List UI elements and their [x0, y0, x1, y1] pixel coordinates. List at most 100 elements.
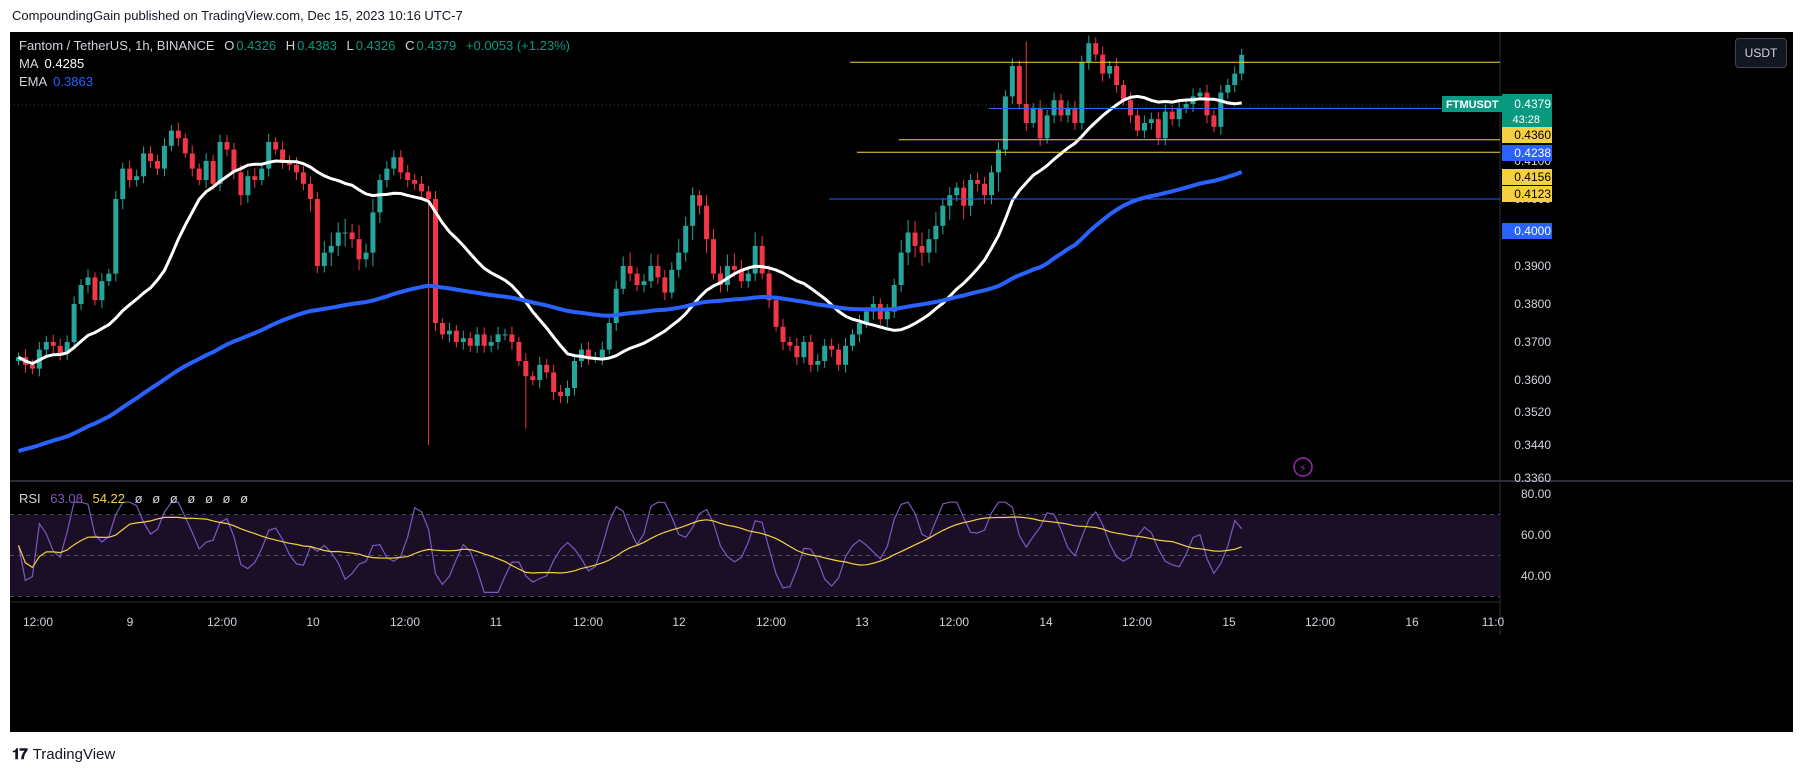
- countdown-label: 43:28: [1512, 114, 1540, 126]
- time-tick-label: 11:0: [1482, 615, 1505, 629]
- time-tick-label: 10: [306, 615, 320, 629]
- price-tag-value: 0.4238: [1514, 146, 1551, 160]
- price-tag-value: 0.4156: [1514, 170, 1551, 184]
- candle-body: [912, 232, 918, 246]
- price-tag: [1502, 145, 1552, 161]
- candle-body: [968, 180, 974, 206]
- candle-body: [1100, 54, 1106, 74]
- candle-body: [439, 323, 445, 335]
- candle-body: [50, 342, 56, 346]
- candle-body: [363, 252, 369, 260]
- candle-body: [759, 245, 765, 274]
- candle-body: [113, 199, 119, 274]
- candle-body: [1093, 43, 1099, 55]
- high-value: 0.4383: [297, 38, 337, 53]
- candle-body: [127, 168, 133, 180]
- candle-body: [1169, 111, 1175, 120]
- candle-body: [836, 349, 842, 365]
- candle-body: [64, 342, 70, 354]
- candle-body: [1134, 115, 1140, 131]
- candle-body: [1121, 85, 1127, 101]
- candle-body: [182, 138, 188, 154]
- candle-body: [1204, 92, 1210, 116]
- tradingview-logo-icon[interactable]: 𝟏𝟕: [12, 746, 28, 763]
- candle-body: [794, 345, 800, 358]
- price-tick-label: 0.3800: [1514, 297, 1551, 311]
- candle-body: [314, 199, 320, 266]
- rsi-tick-label: 40.00: [1521, 569, 1551, 583]
- candle-body: [717, 273, 723, 285]
- candle-body: [273, 142, 279, 150]
- candle-body: [1239, 54, 1245, 74]
- price-chart[interactable]: 0.41000.40000.39000.38000.37000.36000.35…: [10, 32, 1793, 635]
- candle-body: [558, 392, 564, 396]
- high-label: H: [285, 38, 296, 53]
- candle-body: [843, 345, 849, 365]
- candle-body: [516, 342, 522, 361]
- candle-body: [724, 266, 730, 285]
- candle-body: [634, 273, 640, 285]
- chart-frame[interactable]: 0.41000.40000.39000.38000.37000.36000.35…: [10, 32, 1793, 732]
- candle-body: [850, 334, 855, 346]
- candle-body: [321, 252, 327, 266]
- candle-body: [1114, 66, 1120, 85]
- candle-body: [551, 372, 557, 392]
- price-tag-value: 0.4000: [1514, 224, 1551, 238]
- candle-body: [676, 252, 682, 270]
- price-tick-label: 0.3900: [1514, 259, 1551, 273]
- candle-body: [787, 342, 793, 346]
- candle-body: [989, 172, 994, 196]
- candle-body: [245, 176, 251, 196]
- symbol-label[interactable]: Fantom / TetherUS, 1h, BINANCE: [19, 38, 215, 53]
- candle-body: [210, 161, 216, 184]
- candle-body: [572, 361, 577, 388]
- ema-legend[interactable]: EMA 0.3863: [19, 74, 99, 89]
- rsi-label: RSI: [19, 491, 41, 506]
- candle-body: [1051, 100, 1057, 116]
- ma-legend[interactable]: MA 0.4285: [19, 56, 90, 71]
- lightning-glyph: ⚡: [1299, 462, 1307, 475]
- candle-body: [690, 195, 696, 226]
- candle-body: [822, 345, 828, 361]
- candle-body: [1044, 115, 1050, 139]
- price-tick-label: 0.3520: [1514, 405, 1551, 419]
- time-tick-label: 12:00: [1305, 615, 1335, 629]
- candle-body: [1023, 104, 1029, 123]
- open-value: 0.4326: [236, 38, 277, 53]
- candle-body: [1009, 66, 1015, 97]
- candle-body: [662, 277, 668, 293]
- time-tick-label: 12: [672, 615, 686, 629]
- candle-body: [905, 232, 911, 253]
- candle-body: [419, 183, 425, 192]
- price-tag: [1502, 127, 1552, 143]
- candle-body: [752, 245, 758, 274]
- candle-body: [196, 168, 202, 180]
- candle-body: [161, 145, 167, 169]
- ma-value: 0.4285: [44, 56, 85, 71]
- candle-body: [1037, 107, 1043, 139]
- time-tick-label: 12:00: [390, 615, 420, 629]
- currency-button[interactable]: USDT: [1735, 38, 1787, 68]
- candle-body: [1002, 96, 1008, 150]
- rsi-tick-label: 60.00: [1521, 528, 1551, 542]
- candle-body: [1176, 107, 1182, 120]
- candle-body: [891, 285, 897, 312]
- candle-body: [544, 364, 550, 373]
- candle-body: [1232, 73, 1238, 85]
- candle-body: [155, 161, 160, 169]
- candle-body: [398, 157, 404, 173]
- candle-body: [704, 205, 710, 240]
- rsi-legend[interactable]: RSI 63.08 54.22 ø ø ø ø ø ø ø: [19, 491, 254, 506]
- candle-body: [530, 376, 536, 380]
- candle-body: [731, 266, 737, 270]
- rsi-extra-2: ø: [152, 491, 161, 506]
- candle-body: [1155, 119, 1161, 139]
- price-tag: [1502, 169, 1552, 185]
- candle-body: [745, 273, 751, 282]
- candle-body: [1128, 100, 1133, 116]
- candle-body: [1030, 107, 1036, 123]
- candle-body: [975, 180, 981, 184]
- footer-brand[interactable]: TradingView: [32, 746, 116, 763]
- ema-line: [17, 170, 1243, 454]
- candle-body: [655, 266, 661, 278]
